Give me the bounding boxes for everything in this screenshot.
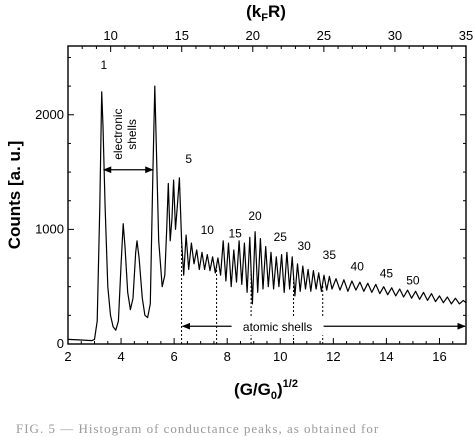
x-tick-label: 10 [273,349,287,364]
y-tick-label: 1000 [35,221,64,236]
peak-label: 35 [323,248,337,262]
electronic-shells-label-line1: electronic [111,108,125,159]
peak-label: 25 [274,230,288,244]
x-axis-title-sub: 0 [271,390,277,402]
electronic-shells-annotation: electronic shells [102,108,154,174]
x2-axis-title-main: (k [246,2,262,21]
atomic-shells-label-bg [231,317,324,336]
x2-tick-label: 25 [317,28,331,43]
y-tick-label: 0 [57,336,64,351]
atomic-shells-annotation: atomic shells [181,317,466,336]
x2-axis-title-sub: F [261,12,268,24]
peak-label: 45 [380,267,394,281]
x2-tick-label: 30 [388,28,402,43]
x-tick-label: 8 [224,349,231,364]
plot-frame [67,45,467,345]
x-tick-label: 12 [326,349,340,364]
y-axis-title: Counts [a. u.] [5,141,24,250]
x2-tick-label: 35 [459,28,473,43]
x-tick-label: 6 [171,349,178,364]
x2-tick-label: 15 [174,28,188,43]
x2-axis-title: (kFR) [246,2,286,24]
x2-tick-label: 20 [246,28,260,43]
x-tick-label: 14 [379,349,393,364]
x-axis-title: (G/G0)1/2 [234,378,298,402]
electronic-shells-label-line2: shells [125,119,139,150]
x-axis-title-close: ) [277,380,283,399]
x2-tick-label: 10 [103,28,117,43]
peak-label: 1 [100,58,107,72]
figure-caption: FIG. 5 — Histogram of conductance peaks,… [16,421,380,436]
peak-label: 50 [406,273,420,287]
peak-label: 20 [248,209,262,223]
series-line [67,85,467,342]
peak-label: 30 [297,239,311,253]
x-tick-label: 4 [117,349,124,364]
x-axis-title-sup: 1/2 [283,378,298,390]
x-axis-title-main: (G/G [234,380,271,399]
peak-label: 10 [201,223,215,237]
peak-label: 5 [185,152,192,166]
y-tick-label: 2000 [35,107,64,122]
atomic-shells-label: atomic shells [243,320,312,334]
x2-axis-title-close: R) [268,2,286,21]
peak-label: 40 [351,260,365,274]
x-tick-label: 16 [432,349,446,364]
peak-label: 15 [228,226,242,240]
x-tick-label: 2 [64,349,71,364]
